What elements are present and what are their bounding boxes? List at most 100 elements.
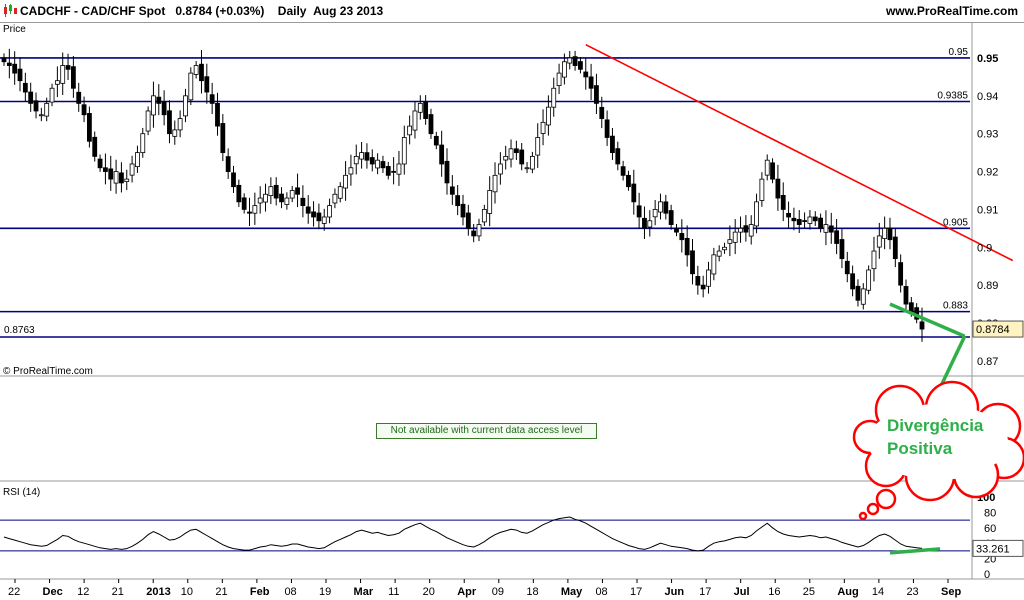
price-tick-label: 0.95 [977,53,998,65]
candle-body [353,156,359,165]
candle-body [273,184,279,199]
candle-body [321,216,327,224]
candle-body [898,262,904,286]
candle-body [519,149,525,165]
candle-body [17,68,23,82]
candle-body [855,285,861,301]
candlestick-icon [4,4,17,17]
time-tick-label: 17 [699,586,711,598]
time-tick-label: 09 [492,586,504,598]
candle-body [49,87,55,103]
candle-body [791,217,797,222]
candle-body [908,302,914,313]
rsi-panel-label: RSI (14) [3,487,40,498]
site-link[interactable]: www.ProRealTime.com [885,4,1018,18]
candle-body [706,269,711,287]
candle-body [807,216,813,224]
candle-body [754,201,759,227]
time-tick-label: 21 [112,586,124,598]
candle-body [652,209,658,218]
price-divergence-line [889,302,966,338]
candle-body [295,187,300,195]
time-tick-label: 20 [423,586,435,598]
candle-body [108,168,114,180]
candle-body [876,235,882,248]
candle-body [583,71,589,78]
candle-body [220,123,226,154]
candle-body [524,167,530,170]
candle-body [129,163,135,176]
candle-body [241,197,247,210]
candle-body [103,167,108,172]
level-label: 0.8763 [4,325,35,336]
time-tick-label: 08 [284,586,296,598]
candle-body [359,152,364,160]
price-tick-label: 0.9 [977,242,992,254]
candle-body [145,110,151,132]
level-label: 0.95 [949,47,969,58]
time-tick-label: Jun [665,586,685,598]
candle-body [97,158,103,169]
candle-body [449,186,455,195]
candle-body [866,269,872,291]
candle-body [348,167,354,175]
candle-body [775,178,781,199]
candle-body [636,205,642,218]
candle-body [871,250,877,270]
candle-body [172,129,178,137]
candle-body [455,195,461,207]
candle-body [487,190,493,214]
candle-body [818,217,823,229]
candle-body [6,62,12,66]
candle-body [284,197,290,205]
time-tick-label: 25 [803,586,815,598]
time-tick-label: May [561,586,583,598]
candle-body [311,211,316,218]
candle-body [177,118,183,131]
rsi-divergence-line [889,547,941,555]
rsi-tick-label: 60 [984,523,996,535]
chart-date: Aug 23 2013 [313,4,384,18]
candle-body [151,95,156,116]
candle-body [492,174,498,193]
candle-body [513,148,519,154]
candle-body [567,57,573,64]
callout-line-1: Divergência [887,416,984,435]
candle-body [770,162,775,180]
candle-body [786,212,791,218]
level-label: 0.9385 [937,91,968,102]
time-tick-label: Mar [354,586,374,598]
candle-body [44,103,50,117]
current-price: 0.8784 [175,4,213,18]
candle-body [679,233,685,241]
volume-unavailable-message: Not available with current data access l… [376,423,597,439]
candle-body [401,137,407,165]
last-price-tag [972,320,1024,338]
candle-body [588,76,594,89]
candle-body [684,237,690,256]
candle-body [658,201,663,213]
price-tick-label: 0.94 [977,91,998,103]
candle-body [337,186,343,199]
chart-header: CADCHF - CAD/CHF Spot 0.8784 (+0.03%) Da… [0,0,1024,23]
candle-body [183,95,188,117]
candle-body [604,119,610,138]
candle-body [834,230,840,244]
time-tick-label: 11 [388,586,399,598]
candle-body [690,250,695,275]
divergence-callout: Divergência Positiva [852,380,1024,521]
candle-body [626,174,631,188]
candle-body [33,100,39,112]
candle-body [695,276,701,286]
time-tick-label: 2013 [146,586,170,598]
time-tick-label: Apr [457,586,477,598]
candle-body [289,190,295,199]
candle-body [327,205,332,218]
time-tick-label: Jul [734,586,750,598]
candle-body [369,157,375,165]
time-tick-label: 21 [215,586,227,598]
candle-body [551,87,557,108]
candle-body [529,156,535,170]
candle-body [722,246,727,251]
